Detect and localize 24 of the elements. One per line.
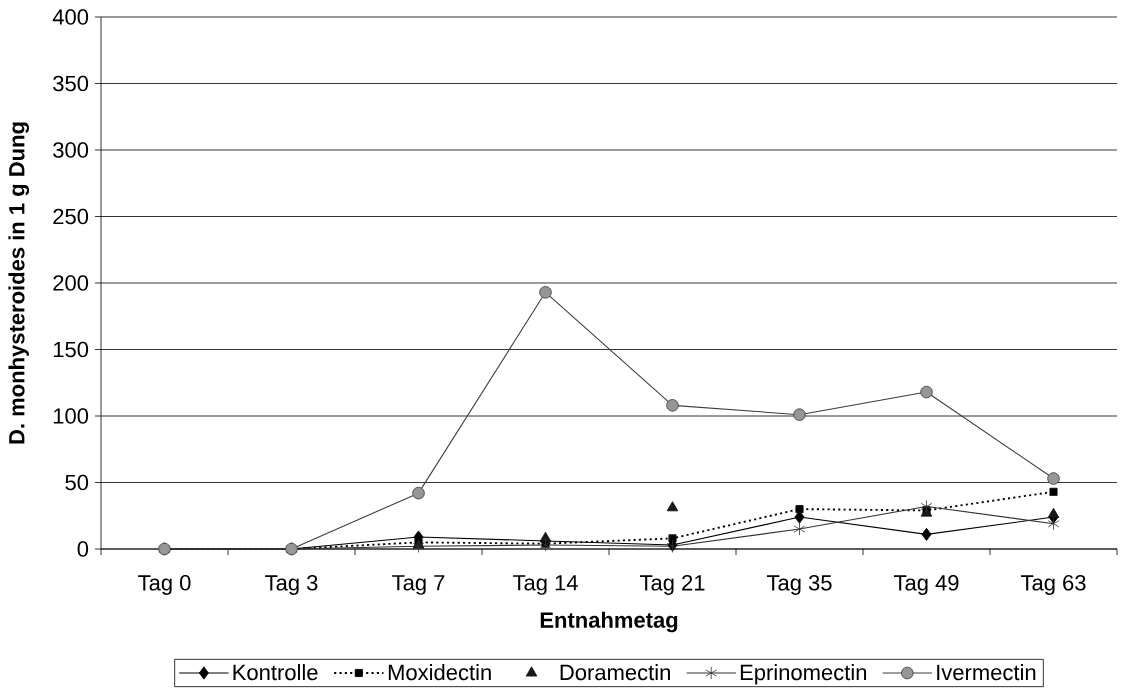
legend-label: Ivermectin	[937, 664, 1036, 681]
x-axis-title: Entnahmetag	[540, 611, 678, 633]
x-tick-label: Tag 21	[639, 575, 705, 595]
y-tick-label: 350	[53, 75, 89, 92]
y-tick-label: 250	[53, 208, 89, 225]
y-tick-label: 50	[65, 474, 89, 491]
legend-label: Kontrolle	[233, 664, 318, 681]
x-tick-label: Tag 35	[766, 575, 832, 595]
legend-label: Eprinomectin	[740, 664, 867, 685]
x-tick-label: Tag 7	[392, 575, 445, 595]
x-tick-label: Tag 3	[265, 575, 318, 595]
y-axis-title: D. monhysteroides in 1 g Dung	[8, 122, 30, 444]
x-tick-label: Tag 14	[512, 575, 578, 595]
x-tick-label: Tag 49	[893, 575, 959, 595]
legend-label: Moxidectin	[388, 664, 491, 681]
y-tick-label: 200	[53, 275, 89, 291]
y-tick-label: 400	[52, 9, 89, 25]
y-tick-label: 100	[53, 408, 89, 424]
y-tick-label: 0	[77, 541, 89, 557]
x-tick-label: Tag 0	[138, 575, 191, 595]
legend-label: Doramectin	[560, 664, 670, 681]
y-tick-label: 300	[53, 142, 89, 158]
y-tick-label: 150	[53, 341, 89, 358]
x-tick-label: Tag 63	[1020, 575, 1086, 595]
